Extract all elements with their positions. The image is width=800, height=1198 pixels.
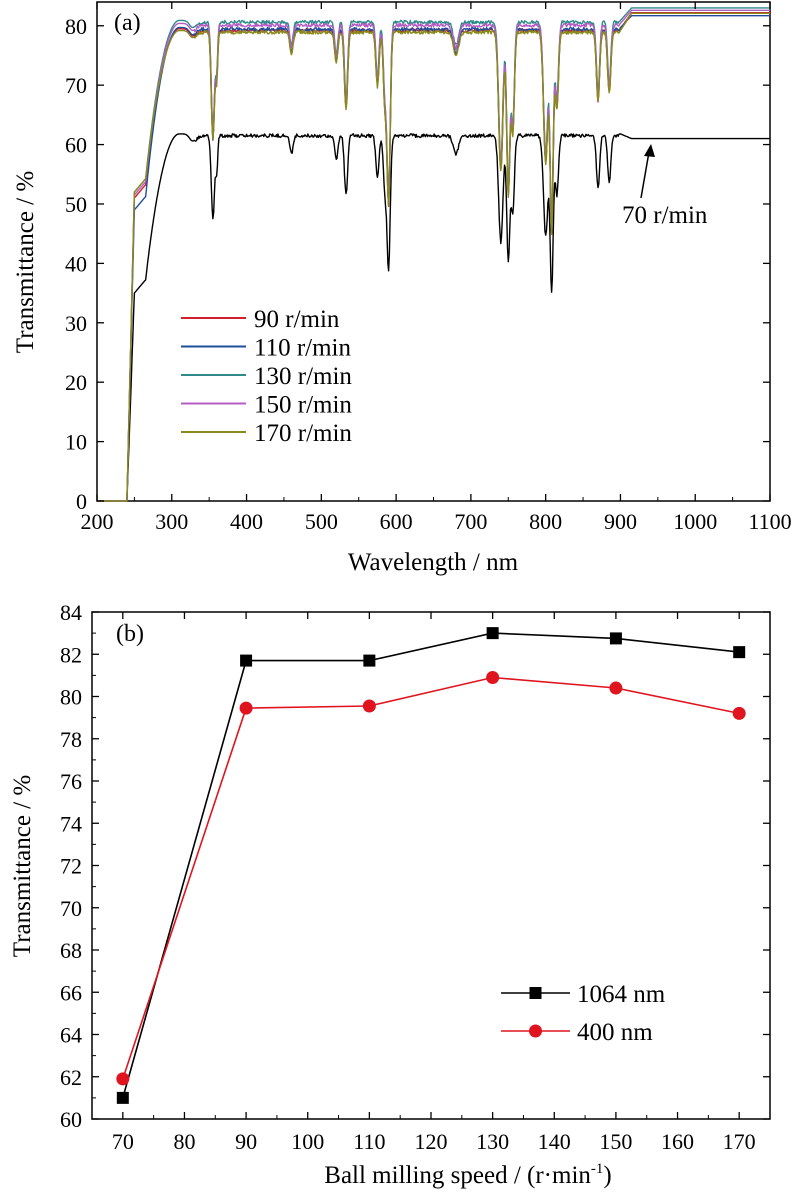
panel-b-y-tick-label: 74 bbox=[60, 811, 82, 836]
panel-a-y-tick-label: 70 bbox=[65, 73, 87, 98]
panel-a-y-tick-label: 10 bbox=[65, 430, 87, 455]
panel-a-legend-label: 170 r/min bbox=[254, 420, 352, 447]
panel-b-series-line-1064-nm bbox=[122, 632, 740, 1099]
panel-a-y-tick-label: 30 bbox=[65, 311, 87, 336]
panel-b-series-line-400-nm bbox=[122, 676, 740, 1080]
panel-a-y-tick-label: 80 bbox=[65, 14, 87, 39]
panel-a-legend-label: 110 r/min bbox=[254, 335, 351, 362]
panel-b-legend-marker-1064-nm bbox=[529, 987, 542, 999]
panel-a-annotation-arrowhead bbox=[644, 144, 655, 157]
panel-b-y-tick-label: 68 bbox=[60, 938, 82, 963]
panel-b-marker-1064-nm bbox=[240, 654, 253, 667]
panel-b-x-tick-label: 120 bbox=[415, 1129, 448, 1154]
panel-a-x-tick-label: 400 bbox=[230, 509, 263, 534]
panel-b-x-ticks: 70 80 90 100 110 120 130 140 150 160 170 bbox=[91, 612, 771, 1154]
panel-a-y-ticks: 0 10 20 30 40 50 60 70 80 bbox=[65, 14, 770, 514]
panel-b-x-axis-title: Ball milling speed / (r·min-1) bbox=[324, 1161, 611, 1189]
panel-b-marker-400-nm bbox=[239, 701, 253, 715]
panel-b-y-tick-label: 82 bbox=[60, 642, 82, 667]
panel-a-x-tick-label: 200 bbox=[81, 509, 114, 534]
panel-b-x-tick-label: 170 bbox=[723, 1129, 756, 1154]
panel-b-marker-400-nm bbox=[486, 670, 500, 684]
panel-a-plot-frame bbox=[96, 1, 771, 502]
panel-b-y-tick-label: 80 bbox=[60, 685, 82, 710]
panel-a-x-tick-label: 900 bbox=[604, 509, 637, 534]
panel-b-marker-1064-nm bbox=[363, 654, 376, 667]
panel-a-transmittance-spectra: 200 300 400 500 600 700 800 900 1000 1100 0 10 20 30… bbox=[12, 1, 792, 576]
panel-a-annotation-arrow bbox=[640, 151, 650, 199]
panel-a-x-ticks: 200 300 400 500 600 700 800 900 1000 1100 bbox=[81, 2, 792, 534]
panel-b-y-tick-label: 64 bbox=[60, 1023, 82, 1048]
panel-a-legend-label: 150 r/min bbox=[254, 392, 352, 419]
panel-b-legend-label: 1064 nm bbox=[577, 981, 666, 1008]
panel-a-legend-label: 130 r/min bbox=[254, 363, 352, 390]
panel-a-label: (a) bbox=[114, 10, 141, 36]
panel-a-y-tick-label: 50 bbox=[65, 192, 87, 217]
panel-a-series-line-110-r-min bbox=[96, 14, 770, 502]
panel-a-x-tick-label: 1100 bbox=[748, 509, 791, 534]
panel-b-marker-400-nm bbox=[116, 1072, 130, 1086]
panel-b-marker-1064-nm bbox=[486, 627, 499, 640]
panel-b-x-tick-label: 160 bbox=[661, 1129, 694, 1154]
panel-b-y-tick-label: 76 bbox=[60, 769, 82, 794]
panel-b-marker-1064-nm bbox=[116, 1091, 129, 1104]
panel-b-marker-400-nm bbox=[609, 681, 623, 695]
panel-a-series-line-90-r-min bbox=[96, 11, 770, 502]
panel-b-y-ticks: 60 62 64 66 68 70 72 74 76 78 80 82 84 bbox=[60, 600, 770, 1132]
panel-a-x-axis-title: Wavelength / nm bbox=[348, 549, 519, 576]
panel-b-x-tick-label: 80 bbox=[173, 1129, 195, 1154]
panel-b-y-tick-label: 60 bbox=[60, 1107, 82, 1132]
panel-b-x-tick-label: 150 bbox=[599, 1129, 632, 1154]
panel-b-x-tick-label: 130 bbox=[476, 1129, 509, 1154]
panel-b-y-tick-label: 62 bbox=[60, 1065, 82, 1090]
panel-a-annotation-70-rpm: 70 r/min bbox=[622, 202, 708, 229]
panel-b-x-tick-label: 70 bbox=[112, 1129, 134, 1154]
panel-a-y-tick-label: 20 bbox=[65, 370, 87, 395]
panel-b-marker-400-nm bbox=[732, 706, 746, 720]
panel-b-x-tick-label: 140 bbox=[538, 1129, 571, 1154]
panel-a-x-tick-label: 800 bbox=[529, 509, 562, 534]
panel-b-y-tick-label: 84 bbox=[60, 600, 82, 625]
panel-b-y-tick-label: 72 bbox=[60, 854, 82, 879]
panel-a-y-tick-label: 40 bbox=[65, 251, 87, 276]
panel-a-x-tick-label: 600 bbox=[380, 509, 413, 534]
panel-b-x-tick-label: 100 bbox=[291, 1129, 324, 1154]
panel-a-series-line-170-r-min bbox=[96, 12, 770, 502]
panel-b-y-tick-label: 66 bbox=[60, 980, 82, 1005]
panel-b-y-tick-label: 78 bbox=[60, 727, 82, 752]
panel-b-series-group bbox=[116, 627, 746, 1104]
panel-a-y-tick-label: 0 bbox=[76, 489, 87, 514]
panel-b-x-axis-title-close: ) bbox=[603, 1162, 611, 1189]
panel-a-series-line-130-r-min bbox=[96, 7, 770, 502]
panel-a-x-tick-label: 1000 bbox=[673, 509, 717, 534]
panel-b-x-tick-label: 90 bbox=[235, 1129, 257, 1154]
panel-a-series-line-150-r-min bbox=[96, 9, 770, 502]
panel-b-label: (b) bbox=[116, 621, 144, 647]
panel-a-x-tick-label: 500 bbox=[305, 509, 338, 534]
panel-b-legend-label: 400 nm bbox=[577, 1019, 653, 1046]
panel-a-legend-label: 90 r/min bbox=[254, 306, 340, 333]
panel-b-marker-400-nm bbox=[362, 699, 376, 713]
panel-a-y-axis-title: Transmittance / % bbox=[12, 171, 39, 353]
panel-a-series-group bbox=[96, 7, 770, 502]
panel-a-x-tick-label: 700 bbox=[454, 509, 487, 534]
panel-b-marker-1064-nm bbox=[609, 632, 622, 645]
panel-b-x-axis-title-superscript: -1 bbox=[591, 1161, 604, 1177]
panel-b-transmittance-vs-speed: 70 80 90 100 110 120 130 140 150 160 170 606264666… bbox=[9, 600, 771, 1189]
panel-b-x-axis-title-main: Ball milling speed / (r·min bbox=[324, 1162, 591, 1189]
panel-a-series-line-70-r-min bbox=[96, 133, 770, 502]
panel-b-x-tick-label: 110 bbox=[353, 1129, 385, 1154]
panel-b-marker-1064-nm bbox=[733, 646, 746, 659]
panel-b-legend-marker-400-nm bbox=[529, 1024, 542, 1038]
panel-b-y-tick-label: 70 bbox=[60, 896, 82, 921]
panel-b-legend: 1064 nm 400 nm bbox=[501, 981, 666, 1046]
panel-a-x-tick-label: 300 bbox=[155, 509, 188, 534]
panel-b-y-axis-title: Transmittance / % bbox=[9, 775, 36, 957]
panel-a-y-tick-label: 60 bbox=[65, 133, 87, 158]
